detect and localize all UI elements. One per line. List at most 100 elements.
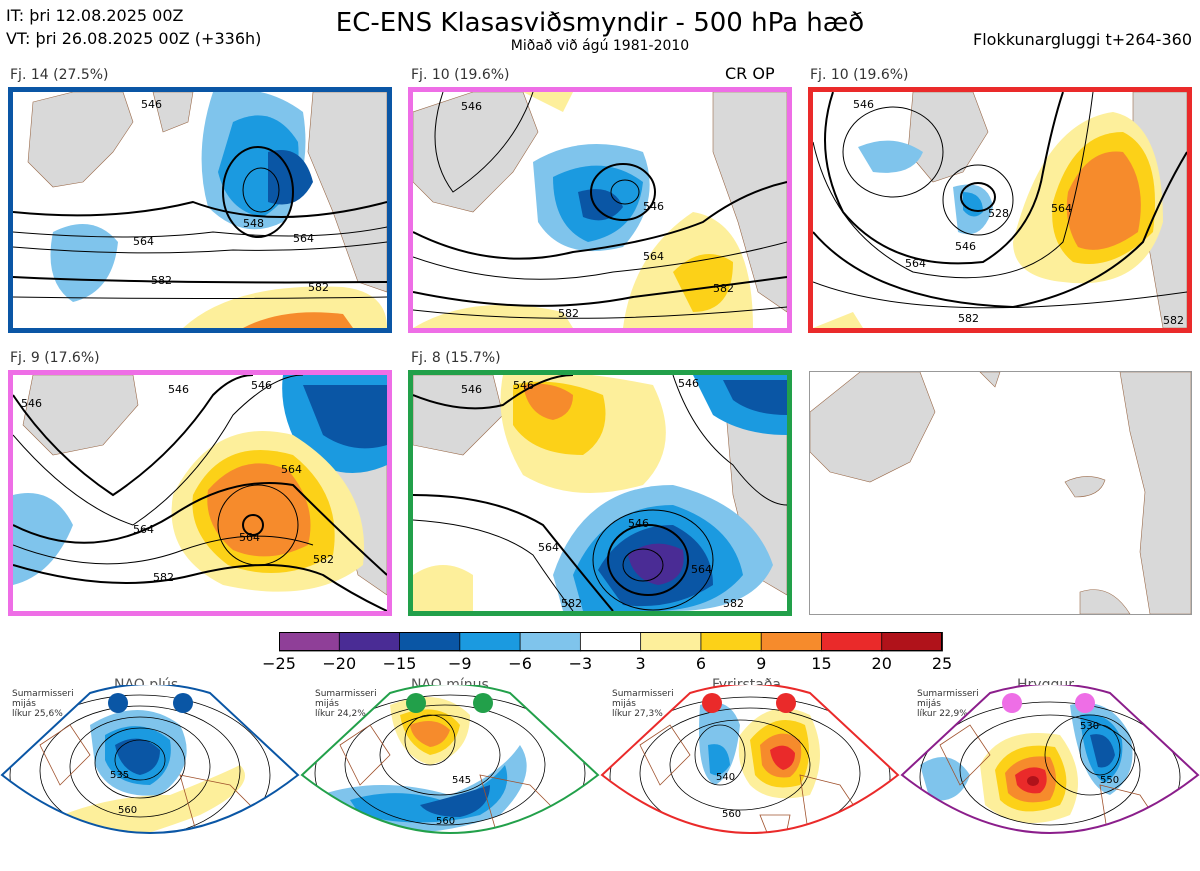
contour-label: 548 [243,217,264,230]
regime-3-note: Sumarmisseri mijás líkur 27,3% [612,689,674,719]
panel-1-map: 548 564 564 582 582 546 [13,92,387,328]
regime-contour-label: 560 [722,809,741,820]
contour-label: 582 [713,282,734,295]
colorbar-cell [279,632,341,652]
colorbar-tick-label: −25 [262,654,296,673]
contour-label: 564 [133,235,154,248]
cluster-panel-1: 548 564 564 582 582 546 [8,87,392,333]
regime-contour-label: 545 [452,775,471,786]
colorbar-cell [640,632,702,652]
regime-3-map: 540 560 575 [602,685,898,833]
regime-4-frame [900,685,1200,834]
regime-1-frame [0,685,300,834]
regime-contour-label: 575 [446,850,465,861]
panel-1-label: Fj. 14 (27.5%) [10,67,109,83]
regime-contour-label: 550 [1100,775,1119,786]
cluster-panel-3: 546 528 546 564 564 582 582 [808,87,1192,333]
regime-2-dot-left [406,693,426,713]
contour-label: 582 [958,312,979,325]
classification-window: Flokkunargluggi t+264-360 [973,30,1192,49]
note-line: Sumarmisseri [315,689,377,699]
contour-label: 528 [988,207,1009,220]
regime-2-frame [300,685,600,834]
note-line: líkur 27,3% [612,709,663,719]
regime-4-note: Sumarmisseri mijás líkur 22,9% [917,689,979,719]
regime-contour-label: 535 [110,770,129,781]
regime-3-dot-left [702,693,722,713]
regime-1-dot-left [108,693,128,713]
panel-4-label: Fj. 9 (17.6%) [10,350,100,366]
note-line: Sumarmisseri [612,689,674,699]
contour-label: 564 [133,523,154,536]
regime-3-dot-right [776,693,796,713]
regime-4-map: 530 550 575 [902,685,1198,848]
contour-label: 546 [21,397,42,410]
colorbar-cell [700,632,763,652]
note-line: mijás [612,699,636,709]
contour-label: 564 [538,541,559,554]
colorbar-tick-label: 6 [695,654,706,673]
regime-contour-label: 540 [716,772,735,783]
note-line: Sumarmisseri [917,689,979,699]
regime-2-map: 545 560 575 [302,685,598,861]
regime-maps: 535 560 545 560 575 [0,685,1200,861]
regime-contour-label: 575 [1092,837,1111,848]
contour-label: 582 [151,274,172,287]
contour-label: 582 [313,553,334,566]
basemap-map [810,372,1191,614]
note-line: líkur 24,2% [315,709,366,719]
regime-contour-label: 530 [1080,721,1099,732]
contour-label: 546 [643,200,664,213]
contour-label: 564 [643,250,664,263]
note-line: líkur 22,9% [917,709,968,719]
panel-4-map: 546 546 546 564 564 564 582 582 [13,375,387,611]
panel-3-label: Fj. 10 (19.6%) [810,67,909,83]
contour-label: 546 [853,98,874,111]
colorbar-tick-label: −6 [508,654,532,673]
colorbar-cell [579,632,642,652]
colorbar-cell [821,632,883,652]
note-line: Sumarmisseri [12,689,74,699]
colorbar-cells [279,632,943,652]
regime-2-note: Sumarmisseri mijás líkur 24,2% [315,689,377,719]
cluster-panel-2: 546 546 564 582 582 [408,87,792,333]
colorbar-tick-label: −3 [568,654,593,673]
contour-label: 546 [678,377,699,390]
panel-2-map: 546 546 564 582 582 [413,92,787,328]
contour-label: 582 [308,281,329,294]
colorbar-tick-label: 9 [756,654,767,673]
note-line: mijás [917,699,941,709]
panel-2-label: Fj. 10 (19.6%) [411,67,510,83]
note-line: mijás [12,699,36,709]
colorbar-cell [459,632,521,652]
cluster-panel-5: 546 546 546 546 564 564 582 582 [408,370,792,616]
colorbar-tick-label: −9 [448,654,472,673]
colorbar-cell [519,632,582,652]
contour-label: 582 [558,307,579,320]
note-line: mijás [315,699,339,709]
initial-time: IT: þri 12.08.2025 00Z [6,6,184,25]
regime-3-frame [600,685,900,834]
contour-label: 564 [905,257,926,270]
contour-label: 564 [293,232,314,245]
contour-label: 582 [1163,314,1184,327]
colorbar-tick-label: 25 [931,654,953,673]
contour-label: 546 [461,383,482,396]
colorbar-tick-label: 15 [811,654,832,673]
regime-1-map: 535 560 [2,685,298,833]
contour-label: 564 [239,531,260,544]
colorbar-tick-label: −15 [382,654,417,673]
regime-2-dot-right [473,693,493,713]
regime-1-dot-right [173,693,193,713]
page-subtitle: Miðað við ágú 1981-2010 [510,38,690,54]
contour-label: 546 [955,240,976,253]
colorbar-cell [399,632,461,652]
contour-label: 546 [461,100,482,113]
colorbar-tick-label: 3 [635,654,646,673]
panel-3-map: 546 528 546 564 564 582 582 [813,92,1187,328]
header-info: IT: þri 12.08.2025 00Z VT: þri 26.08.202… [6,4,261,50]
contour-label: 564 [691,563,712,576]
colorbar [279,632,943,652]
crop-label: CR OP [725,64,775,83]
contour-label: 546 [513,379,534,392]
